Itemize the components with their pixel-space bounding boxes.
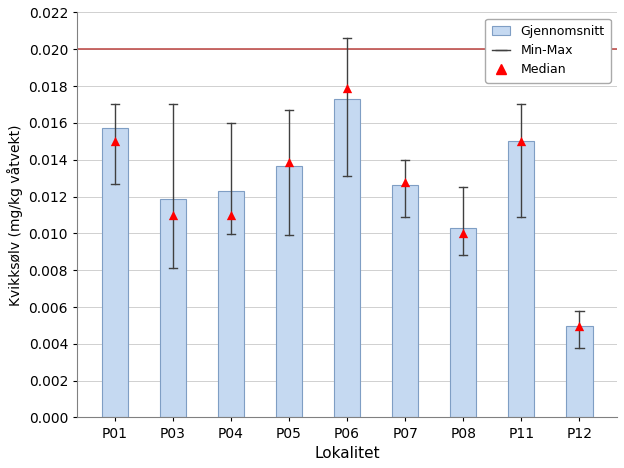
Bar	[160, 199, 186, 417]
Point	[110, 138, 120, 145]
Point	[400, 178, 410, 186]
Point	[458, 230, 468, 237]
Bar	[509, 141, 534, 417]
Point	[342, 84, 352, 92]
Point	[284, 158, 294, 165]
Bar	[450, 228, 476, 417]
Point	[516, 138, 526, 145]
Bar	[334, 99, 360, 417]
Bar	[218, 191, 244, 417]
X-axis label: Lokalitet: Lokalitet	[314, 446, 380, 461]
Y-axis label: Kvikksølv (mg/kg våtvekt): Kvikksølv (mg/kg våtvekt)	[7, 124, 23, 306]
Legend: Gjennomsnitt, Min-Max, Median: Gjennomsnitt, Min-Max, Median	[485, 19, 611, 83]
Point	[168, 211, 178, 219]
Point	[575, 322, 585, 330]
Point	[226, 211, 236, 219]
Bar	[102, 128, 128, 417]
Bar	[392, 184, 418, 417]
Bar	[567, 326, 593, 417]
Bar	[276, 166, 302, 417]
